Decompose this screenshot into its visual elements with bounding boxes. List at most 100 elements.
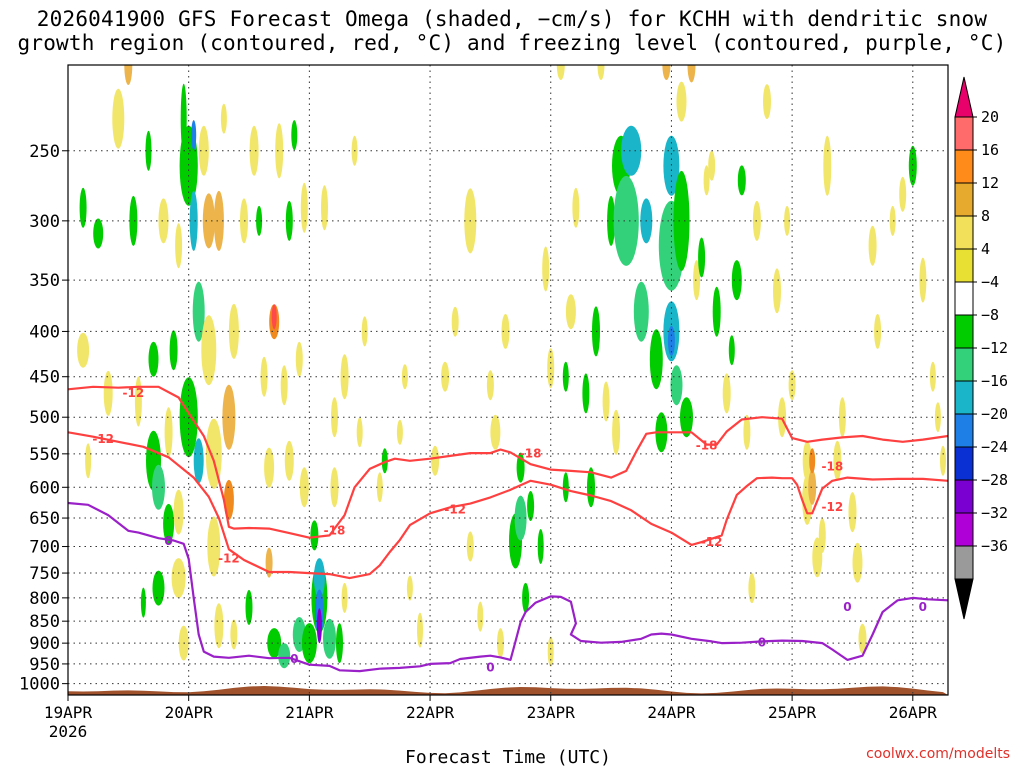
omega-blob-107: [572, 187, 580, 228]
contour-label-2-0: -12: [92, 432, 114, 446]
omega-blob-164: [899, 176, 907, 212]
omega-blob-46: [260, 356, 268, 397]
omega-blob-53: [280, 365, 288, 406]
omega-blob-145: [773, 268, 781, 314]
contour-label-1-3: -18: [821, 460, 843, 474]
omega-blob-72: [336, 623, 343, 664]
omega-blob-117: [621, 125, 642, 176]
omega-blob-26: [189, 190, 198, 251]
omega-blob-47: [264, 447, 275, 488]
colorbar-box-7: [954, 347, 974, 382]
ground-surface: [68, 686, 948, 695]
omega-blob-51: [271, 304, 277, 330]
omega-blob-129: [673, 170, 690, 271]
colorbar-box-3: [954, 215, 974, 250]
x-tick-label-22APR: 22APR: [406, 703, 455, 722]
omega-blob-95: [514, 495, 527, 541]
x-tick-label-24APR: 24APR: [647, 703, 696, 722]
y-tick-label-400: 400: [29, 322, 60, 342]
colorbar-label-0: 20: [981, 108, 999, 126]
omega-blob-63: [310, 520, 319, 551]
omega-blob-166: [919, 257, 927, 303]
colorbar-label-9: −20: [981, 405, 1008, 423]
omega-blob-161: [868, 225, 877, 266]
omega-blob-13: [152, 464, 165, 510]
omega-blob-141: [743, 414, 751, 450]
omega-blob-138: [728, 335, 735, 366]
omega-blob-132: [693, 260, 701, 301]
omega-blob-146: [778, 397, 787, 438]
omega-blob-112: [602, 381, 610, 422]
omega-blob-45: [256, 205, 263, 236]
omega-blob-10: [145, 130, 152, 171]
omega-blob-131: [687, 65, 696, 83]
credit-link[interactable]: coolwx.com/modelts: [866, 746, 1010, 762]
y-tick-label-750: 750: [29, 564, 60, 584]
omega-blob-106: [565, 294, 576, 330]
x-tick-label-19APR: 19APR: [44, 703, 93, 722]
colorbar-box-4: [954, 248, 974, 283]
omega-blob-147: [784, 205, 791, 236]
omega-blob-2: [85, 443, 92, 479]
omega-blob-9: [140, 587, 146, 618]
omega-blob-5: [112, 88, 125, 149]
contour-label-3-5: 0: [919, 600, 927, 614]
colorbar-box-13: [954, 545, 974, 580]
omega-blob-79: [381, 448, 388, 474]
colorbar-box-0: [954, 116, 974, 151]
omega-blob-160: [858, 623, 867, 654]
chart-title-line-1: 2026041900 GFS Forecast Omega (shaded, −…: [36, 7, 988, 31]
contour-label-1-2: -18: [696, 439, 718, 453]
y-tick-label-1000: 1000: [19, 675, 60, 695]
contour-label-0-0: -12: [123, 386, 145, 400]
omega-blob-31: [202, 193, 215, 249]
omega-blob-163: [889, 205, 896, 236]
omega-blob-169: [940, 445, 946, 476]
contour-line-0: [68, 385, 948, 539]
colorbar-box-9: [954, 413, 974, 448]
omega-blob-90: [486, 370, 494, 401]
omega-blob-103: [556, 65, 565, 80]
ground-layer: [68, 686, 948, 695]
colorbar-top-arrow: [954, 76, 974, 118]
omega-blob-98: [527, 491, 535, 521]
colorbar-label-11: −28: [981, 471, 1008, 489]
omega-blob-74: [341, 582, 348, 613]
omega-blob-57: [291, 120, 298, 151]
omega-blob-137: [722, 373, 731, 414]
y-tick-label-900: 900: [29, 634, 60, 654]
omega-blob-91: [490, 414, 501, 450]
x-tick-label-26APR: 26APR: [889, 703, 938, 722]
omega-blob-80: [396, 419, 403, 445]
omega-blob-19: [175, 223, 183, 269]
omega-blob-4: [103, 370, 113, 416]
omega-blob-28: [192, 281, 205, 342]
omega-blob-11: [148, 341, 159, 377]
omega-blob-7: [129, 195, 138, 246]
x-tick-sublabel-year: 2026: [49, 722, 88, 741]
omega-blob-156: [833, 440, 842, 481]
colorbar-box-5: [954, 281, 974, 316]
omega-blob-149: [802, 440, 812, 481]
omega-blob-67: [316, 608, 322, 644]
omega-blob-151: [808, 469, 817, 505]
colorbar-label-5: −4: [981, 273, 999, 291]
omega-blob-105: [562, 472, 569, 503]
omega-blob-139: [731, 260, 742, 301]
omega-blob-89: [477, 601, 484, 632]
y-tick-label-850: 850: [29, 612, 60, 632]
omega-blob-130: [680, 397, 693, 438]
omega-blob-124: [663, 135, 680, 196]
omega-blob-20: [173, 489, 184, 535]
colorbar-box-12: [954, 512, 974, 547]
omega-blob-68: [321, 185, 328, 231]
omega-blob-99: [537, 529, 544, 564]
omega-blob-71: [330, 467, 339, 508]
omega-blob-92: [497, 628, 504, 659]
y-tick-label-350: 350: [29, 271, 60, 291]
omega-blob-73: [340, 354, 349, 400]
omega-blob-93: [501, 313, 510, 349]
omega-blob-37: [220, 103, 227, 134]
